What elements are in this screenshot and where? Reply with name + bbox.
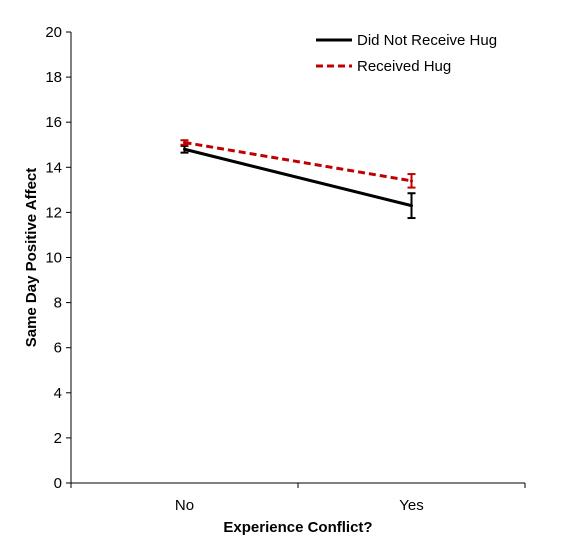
y-tick-label: 10 (45, 250, 62, 267)
y-tick-label: 8 (54, 295, 62, 312)
x-tick-label: Yes (399, 497, 423, 514)
y-tick-label: 2 (54, 430, 62, 447)
y-tick-label: 14 (45, 159, 62, 176)
data-point (183, 147, 186, 151)
series-layer (180, 139, 416, 220)
x-axis-ticks: No Yes (70, 483, 526, 514)
x-axis-title: Experience Conflict? (223, 519, 372, 536)
legend: Did Not Receive Hug Received Hug (316, 32, 497, 75)
y-tick-label: 4 (54, 385, 62, 402)
data-point (183, 140, 186, 144)
y-tick-label: 12 (45, 204, 62, 221)
y-tick-label: 18 (45, 69, 62, 86)
legend-label: Received Hug (357, 58, 451, 75)
y-tick-label: 16 (45, 114, 62, 131)
series-line (184, 147, 412, 208)
x-tick-label: No (175, 497, 194, 514)
y-axis-title: Same Day Positive Affect (23, 168, 40, 348)
y-tick-label: 6 (54, 340, 62, 357)
legend-label: Did Not Receive Hug (357, 32, 497, 49)
data-point (410, 179, 413, 183)
y-axis-ticks: 0 2 4 6 8 10 12 14 16 18 20 (45, 24, 71, 492)
y-tick-label: 20 (45, 24, 62, 41)
data-point (410, 204, 413, 208)
series-line (184, 141, 412, 183)
y-tick-label: 0 (54, 475, 62, 492)
series-2 (180, 139, 416, 189)
series-1 (180, 144, 416, 220)
